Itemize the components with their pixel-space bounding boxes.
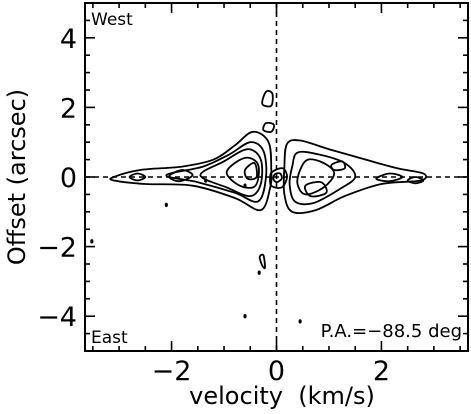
corner-label-east: East (91, 328, 128, 348)
contour-line-6 (168, 169, 194, 183)
contour-line-9 (288, 150, 357, 206)
contour-speck-2 (243, 314, 247, 319)
y-tick-label: 0 (60, 163, 77, 194)
x-axis-title: velocity (km/s) (189, 382, 375, 410)
x-tick-label: 0 (268, 356, 285, 387)
contour-line-12 (330, 160, 347, 172)
y-tick-label: 2 (60, 93, 77, 124)
axis-ticks (85, 2, 468, 352)
y-tick-label: 4 (60, 24, 77, 55)
contour-line-1 (109, 130, 273, 212)
x-tick-label: −2 (152, 356, 192, 387)
contour-line-16 (272, 172, 283, 184)
position-angle-label: P.A.=−88.5 deg (321, 321, 462, 342)
contour-line-11 (304, 181, 328, 198)
contour-line-4 (225, 156, 260, 189)
corner-label-west: West (91, 10, 133, 30)
contour-line-8 (282, 139, 428, 214)
contour-line-2 (165, 141, 268, 203)
y-tick-label: −2 (37, 233, 77, 264)
contour-speck-6 (243, 183, 247, 188)
contour-speck-3 (257, 270, 261, 275)
axis-tick-labels: −2 0 2 4 2 0 −2 −4 (37, 24, 390, 387)
contour-line-10 (296, 158, 336, 196)
contour-line-19 (258, 253, 266, 270)
contour-speck-5 (90, 239, 94, 244)
x-tick-label: 2 (373, 356, 390, 387)
reference-lines (85, 3, 468, 351)
contour-layer (90, 90, 428, 324)
contour-line-17 (261, 90, 274, 108)
contour-speck-7 (204, 178, 208, 183)
contour-line-15 (269, 167, 288, 189)
contour-speck-4 (298, 319, 302, 324)
contour-line-3 (199, 148, 264, 198)
y-tick-label: −4 (37, 302, 77, 333)
y-axis-title: Offset (arcsec) (3, 89, 31, 265)
contour-line-18 (262, 121, 276, 133)
contour-line-7 (128, 172, 147, 182)
contour-speck-1 (164, 202, 168, 208)
